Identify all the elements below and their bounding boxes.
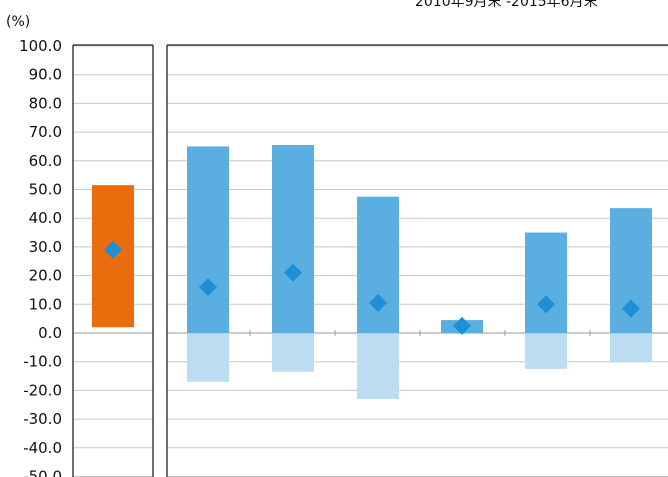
y-axis-ticks: 100.0 90.0 80.0 70.0 60.0 50.0 40.0 30.0 20.0 10.…	[19, 37, 62, 477]
y-tick-label: 40.0	[29, 209, 62, 227]
markers	[104, 240, 640, 335]
y-tick-label: 10.0	[29, 295, 62, 313]
marker-diamond	[284, 263, 302, 282]
range-bar-positive	[272, 145, 314, 333]
marker-diamond	[537, 295, 555, 314]
range-bar-negative	[610, 334, 652, 362]
range-bar-negative	[187, 334, 229, 382]
y-tick-label: 30.0	[29, 238, 62, 256]
range-bar-positive	[187, 146, 229, 333]
range-bar-positive	[525, 232, 567, 333]
y-tick-label: 50.0	[29, 181, 62, 199]
marker-diamond	[369, 293, 387, 312]
range-bar-negative	[272, 334, 314, 372]
y-tick-label: -40.0	[23, 439, 62, 457]
y-tick-label: 70.0	[29, 123, 62, 141]
y-unit-label: (%)	[6, 14, 30, 30]
marker-diamond	[622, 299, 640, 318]
y-tick-label: 90.0	[29, 66, 62, 84]
y-tick-label: -10.0	[23, 353, 62, 371]
y-tick-label: -20.0	[23, 381, 62, 399]
y-tick-label: 60.0	[29, 152, 62, 170]
y-tick-label: -30.0	[23, 410, 62, 428]
y-tick-label: -50.0	[23, 468, 62, 477]
period-note: 2010年9月末 -2015年6月末	[415, 0, 598, 10]
y-tick-label: 0.0	[38, 324, 62, 342]
y-tick-label: 100.0	[19, 37, 62, 55]
y-tick-label: 20.0	[29, 267, 62, 285]
marker-diamond	[199, 278, 217, 297]
chart-panels	[72, 44, 668, 477]
bars	[92, 145, 652, 400]
range-bar-negative	[357, 334, 399, 400]
marker-diamond	[104, 240, 122, 259]
y-tick-label: 80.0	[29, 94, 62, 112]
marker-diamond	[453, 316, 471, 335]
range-bar-positive	[357, 196, 399, 333]
range-bar-negative	[525, 334, 567, 369]
